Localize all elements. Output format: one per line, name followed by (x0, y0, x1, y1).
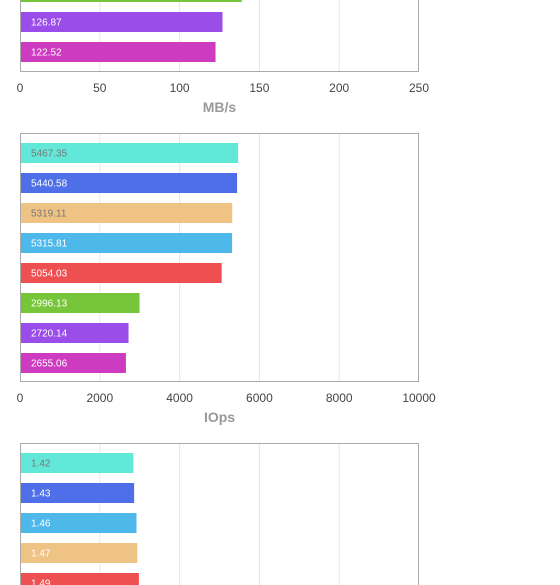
bar-value-label: 5315.81 (31, 239, 68, 250)
bar (20, 143, 239, 163)
bar-value-label: 5467.35 (31, 149, 68, 160)
bar (20, 42, 216, 62)
bar (20, 203, 233, 223)
x-tick-label: 150 (249, 81, 269, 95)
bar (20, 483, 135, 503)
bar-value-label: 122.52 (31, 48, 62, 59)
x-tick-label: 10000 (402, 391, 436, 405)
x-tick-label: 6000 (246, 391, 273, 405)
x-tick-label: 2000 (86, 391, 113, 405)
bar (20, 353, 126, 373)
bar (20, 0, 242, 2)
plot-frame (20, 443, 419, 585)
bar-value-label: 126.87 (31, 18, 62, 29)
bar (20, 263, 222, 283)
bar (20, 543, 138, 563)
x-tick-label: 0 (17, 391, 24, 405)
bar-value-label: 2996.13 (31, 299, 68, 310)
x-tick-label: 200 (329, 81, 349, 95)
chart-3: 1.42 1.43 1.46 1.47 1.49 (20, 443, 419, 585)
x-tick-label: 50 (93, 81, 107, 95)
chart-2: 5467.35 5440.58 5319.11 5315.81 5054.03 2996.… (17, 133, 436, 425)
x-tick-label: 100 (170, 81, 190, 95)
plot-frame (20, 133, 419, 382)
x-tick-label: 8000 (326, 391, 353, 405)
bar (20, 12, 223, 32)
bar-value-label: 5054.03 (31, 269, 68, 280)
bar (20, 323, 129, 343)
bar (20, 233, 233, 253)
x-tick-label: 4000 (166, 391, 193, 405)
bar (20, 173, 238, 193)
bar (20, 573, 139, 585)
chart-1: 126.87 122.52 0 50 100 150 200 250 MB/s (17, 0, 429, 115)
bar (20, 453, 134, 473)
bar-value-label: 5440.58 (31, 179, 68, 190)
bar-value-label: 2655.06 (31, 359, 68, 370)
bar-value-label: 1.42 (31, 459, 51, 470)
bar-value-label: 1.49 (31, 579, 51, 585)
x-axis-title: IOps (204, 409, 235, 425)
bar-value-label: 1.46 (31, 519, 51, 530)
bar (20, 293, 140, 313)
bar-value-label: 5319.11 (31, 209, 67, 220)
x-tick-label: 0 (17, 81, 24, 95)
x-axis-title: MB/s (203, 99, 237, 115)
bar-value-label: 2720.14 (31, 329, 68, 340)
bar-value-label: 1.47 (31, 549, 51, 560)
bar-value-label: 1.43 (31, 489, 51, 500)
x-tick-label: 250 (409, 81, 429, 95)
bar (20, 513, 137, 533)
plot-frame (20, 0, 419, 72)
